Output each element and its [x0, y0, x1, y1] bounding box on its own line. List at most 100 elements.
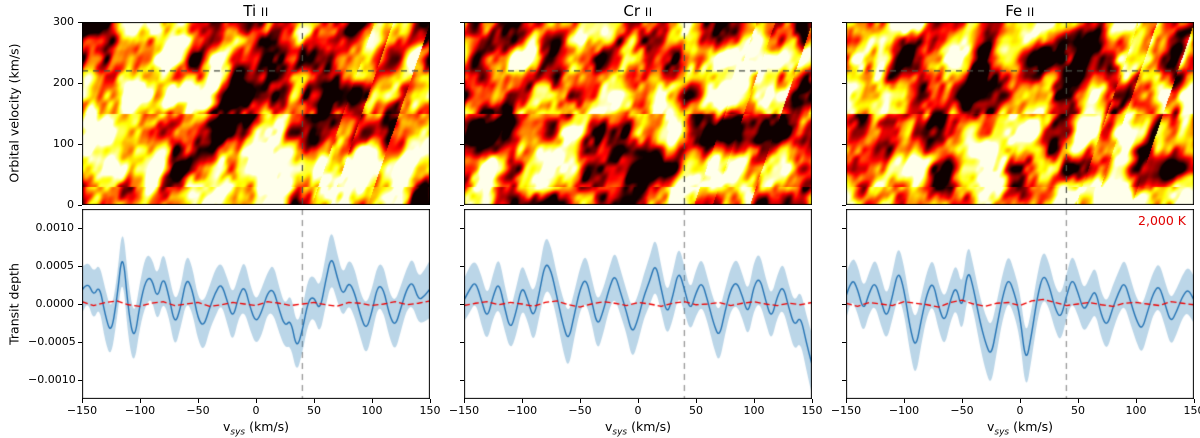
x-tick-label: −50	[950, 404, 974, 417]
x-tick-mark	[637, 399, 639, 403]
species-label: Ti	[243, 2, 257, 20]
y-tick-mark	[460, 143, 464, 145]
ion-stage-label: II	[644, 5, 653, 19]
x-tick-mark	[197, 399, 199, 403]
x-tick-label: −100	[124, 404, 156, 417]
x-tick-mark	[313, 399, 315, 403]
y-tick-mark	[78, 227, 82, 229]
y-tick-mark	[78, 143, 82, 145]
x-tick-label: −150	[830, 404, 862, 417]
ion-stage-label: II	[260, 5, 269, 19]
heatmap-ti-ii	[82, 22, 430, 205]
x-tick-mark	[81, 399, 83, 403]
y-tick-mark	[842, 21, 846, 23]
y-tick-mark	[460, 265, 464, 267]
x-tick-mark	[579, 399, 581, 403]
y-tick-label: 0.0010	[35, 221, 75, 234]
panel-title-fe-ii: Fe II	[846, 2, 1194, 20]
y-tick-mark	[842, 143, 846, 145]
x-tick-mark	[961, 399, 963, 403]
x-tick-label: 150	[419, 404, 441, 417]
y-tick-mark	[78, 303, 82, 305]
y-tick-label: −0.0010	[28, 373, 76, 386]
species-label: Fe	[1005, 2, 1023, 20]
x-tick-mark	[1077, 399, 1079, 403]
y-tick-mark	[842, 82, 846, 84]
y-tick-mark	[78, 82, 82, 84]
y-tick-mark	[460, 379, 464, 381]
x-tick-label: 0	[634, 404, 642, 417]
x-tick-mark	[255, 399, 257, 403]
x-tick-label: −50	[568, 404, 592, 417]
y-tick-mark	[842, 341, 846, 343]
x-tick-label: 0	[1016, 404, 1024, 417]
y-tick-label: 0	[67, 198, 74, 211]
x-tick-mark	[429, 399, 431, 403]
ion-stage-label: II	[1027, 5, 1035, 19]
y-tick-mark	[842, 227, 846, 229]
x-tick-label: −150	[448, 404, 480, 417]
heatmap-fe-ii	[846, 22, 1194, 205]
x-tick-mark	[1135, 399, 1137, 403]
x-tick-label: −50	[186, 404, 210, 417]
panel-title-ti-ii: Ti II	[82, 2, 430, 20]
y-tick-mark	[842, 379, 846, 381]
y-tick-label: 100	[53, 137, 74, 150]
y-tick-label: 0.0005	[35, 259, 75, 272]
x-tick-mark	[463, 399, 465, 403]
y-tick-label: 200	[53, 76, 74, 89]
y-tick-mark	[842, 303, 846, 305]
x-tick-mark	[753, 399, 755, 403]
heatmap-cr-ii	[464, 22, 812, 205]
x-tick-label: 100	[361, 404, 383, 417]
transit-depth-chart-cr-ii	[464, 209, 812, 399]
vsys-axis-label: vsys (km/s)	[605, 419, 671, 438]
y-tick-label: 0.0000	[35, 297, 75, 310]
y-tick-mark	[842, 265, 846, 267]
x-tick-mark	[521, 399, 523, 403]
x-tick-mark	[845, 399, 847, 403]
transit-depth-axis-label: Transit depth	[6, 263, 22, 345]
x-tick-label: −100	[506, 404, 538, 417]
vsys-axis-label: vsys (km/s)	[987, 419, 1053, 438]
x-tick-mark	[903, 399, 905, 403]
x-tick-label: 100	[1125, 404, 1147, 417]
y-tick-label: 300	[53, 15, 74, 28]
vsys-axis-label: vsys (km/s)	[223, 419, 289, 438]
orbital-velocity-axis-label: Orbital velocity (km/s)	[6, 43, 22, 183]
temperature-label: 2,000 K	[1138, 213, 1186, 228]
y-tick-mark	[460, 303, 464, 305]
y-tick-label: −0.0005	[28, 335, 76, 348]
transit-depth-chart-ti-ii	[82, 209, 430, 399]
x-tick-mark	[1019, 399, 1021, 403]
y-tick-mark	[460, 21, 464, 23]
x-tick-label: −150	[66, 404, 98, 417]
x-tick-label: 150	[1183, 404, 1200, 417]
x-tick-label: 150	[801, 404, 823, 417]
x-tick-label: −100	[888, 404, 920, 417]
x-tick-mark	[371, 399, 373, 403]
x-tick-label: 50	[689, 404, 703, 417]
y-tick-mark	[78, 379, 82, 381]
y-tick-mark	[842, 204, 846, 206]
y-tick-mark	[78, 265, 82, 267]
y-tick-mark	[78, 21, 82, 23]
y-tick-mark	[460, 204, 464, 206]
transit-depth-chart-fe-ii	[846, 209, 1194, 399]
panel-title-cr-ii: Cr II	[464, 2, 812, 20]
y-tick-mark	[460, 227, 464, 229]
species-label: Cr	[623, 2, 641, 20]
x-tick-label: 0	[252, 404, 260, 417]
x-tick-mark	[695, 399, 697, 403]
y-tick-mark	[460, 341, 464, 343]
x-tick-mark	[139, 399, 141, 403]
y-tick-mark	[78, 204, 82, 206]
y-tick-mark	[460, 82, 464, 84]
y-tick-mark	[78, 341, 82, 343]
x-tick-mark	[811, 399, 813, 403]
x-tick-label: 50	[307, 404, 321, 417]
x-tick-label: 100	[743, 404, 765, 417]
x-tick-label: 50	[1071, 404, 1085, 417]
x-tick-mark	[1193, 399, 1195, 403]
